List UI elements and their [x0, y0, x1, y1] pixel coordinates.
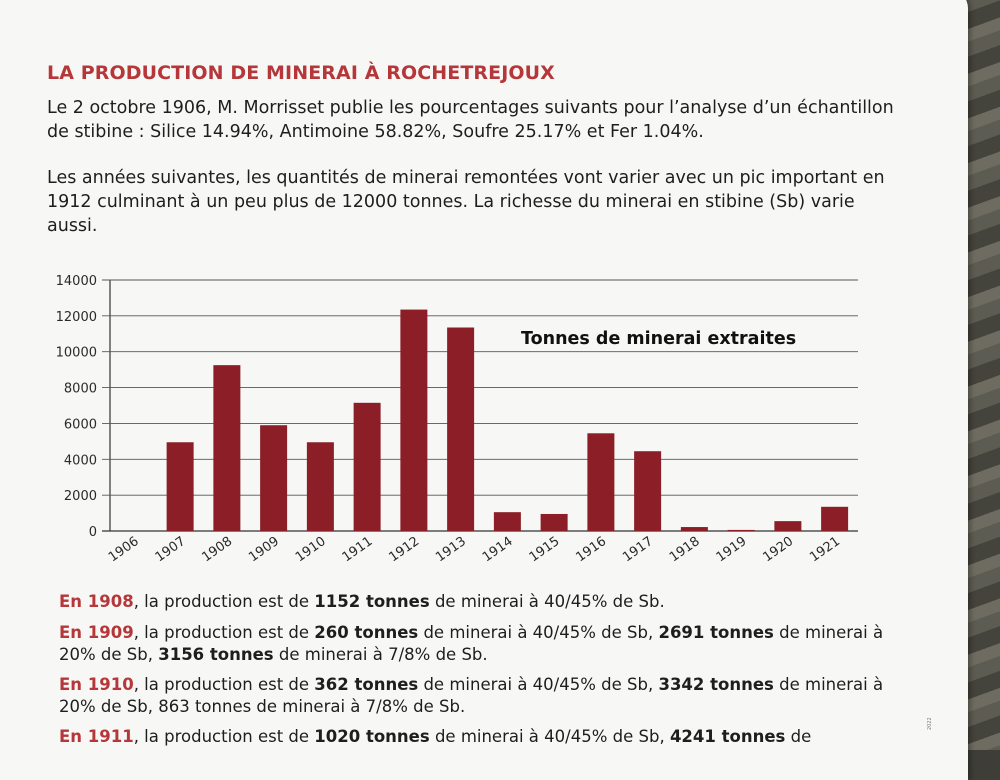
- note-1908: En 1908, la production est de 1152 tonne…: [59, 591, 899, 613]
- y-tick-label: 4000: [64, 453, 97, 468]
- intro-paragraph-1: Le 2 octobre 1906, M. Morrisset publie l…: [47, 98, 894, 142]
- bar-1913: [447, 327, 475, 531]
- note-text: , la production est de: [133, 592, 315, 611]
- note-text: , la production est de: [133, 727, 315, 746]
- panel-title: LA PRODUCTION DE MINERAI À ROCHETREJOUX: [47, 62, 555, 84]
- x-tick-label: 1915: [527, 534, 563, 565]
- bar-1918: [680, 527, 708, 531]
- x-tick-label: 1921: [807, 534, 843, 565]
- information-panel: LA PRODUCTION DE MINERAI À ROCHETREJOUX …: [0, 0, 968, 780]
- x-tick-label: 1919: [714, 534, 750, 565]
- note-text: de: [785, 727, 812, 746]
- bar-1908: [213, 365, 241, 531]
- note-year: En 1909: [59, 623, 134, 642]
- note-quantity: 3156 tonnes: [158, 645, 274, 664]
- bar-1912: [400, 309, 428, 531]
- bar-1910: [306, 442, 334, 531]
- note-1909: En 1909, la production est de 260 tonnes…: [59, 622, 899, 666]
- intro-paragraph-2: Les années suivantes, les quantités de m…: [47, 168, 885, 236]
- note-text: de minerai à 40/45% de Sb,: [429, 727, 670, 746]
- note-text: de minerai à 40/45% de Sb,: [418, 675, 659, 694]
- x-tick-label: 1914: [480, 534, 516, 565]
- note-quantity: 2691 tonnes: [658, 623, 774, 642]
- x-tick-label: 1920: [760, 534, 796, 565]
- note-quantity: 3342 tonnes: [658, 675, 774, 694]
- print-year-mark: 2022: [927, 717, 933, 730]
- note-quantity: 1152 tonnes: [314, 592, 430, 611]
- note-text: , la production est de: [133, 675, 315, 694]
- note-year: En 1908: [59, 592, 134, 611]
- chart-title: Tonnes de minerai extraites: [521, 329, 796, 349]
- y-tick-label: 12000: [56, 310, 97, 325]
- note-text: de minerai à 20% de Sb, 863 tonnes de mi…: [59, 675, 884, 716]
- note-quantity: 1020 tonnes: [314, 727, 430, 746]
- note-quantity: 362 tonnes: [314, 675, 419, 694]
- bar-1921: [821, 506, 849, 531]
- note-text: de minerai à 20% de Sb,: [59, 623, 884, 664]
- note-quantity: 260 tonnes: [314, 623, 419, 642]
- note-text: de minerai à 40/45% de Sb,: [418, 623, 659, 642]
- y-tick-label: 14000: [56, 274, 97, 289]
- x-tick-label: 1912: [386, 534, 422, 565]
- bar-1917: [634, 451, 662, 531]
- bar-1920: [774, 521, 802, 531]
- bar-1914: [493, 512, 521, 531]
- x-tick-label: 1909: [246, 534, 282, 565]
- note-text: de minerai à 7/8% de Sb.: [273, 645, 488, 664]
- x-tick-label: 1911: [340, 534, 376, 565]
- bar-1909: [260, 425, 288, 531]
- note-1910: En 1910, la production est de 362 tonnes…: [59, 674, 899, 718]
- y-tick-label: 2000: [64, 489, 97, 504]
- y-tick-label: 8000: [64, 382, 97, 397]
- x-tick-label: 1918: [667, 534, 703, 565]
- x-tick-label: 1906: [106, 534, 142, 565]
- x-tick-label: 1910: [293, 534, 329, 565]
- bar-1916: [587, 433, 615, 531]
- note-1911: En 1911, la production est de 1020 tonne…: [59, 726, 899, 748]
- note-quantity: 4241 tonnes: [669, 727, 786, 746]
- bar-1907: [166, 442, 194, 531]
- note-year: En 1911: [59, 727, 134, 746]
- x-tick-label: 1913: [433, 534, 469, 565]
- x-tick-label: 1916: [573, 534, 609, 565]
- note-text: de minerai à 40/45% de Sb.: [429, 592, 665, 611]
- x-tick-label: 1907: [153, 534, 189, 565]
- y-tick-label: 0: [89, 525, 97, 540]
- y-tick-label: 10000: [56, 346, 97, 361]
- bar-1915: [540, 513, 568, 531]
- production-bar-chart: 0 2000 4000 6000 8000 10000 12000 14000 1906 1907…: [56, 274, 858, 565]
- x-tick-label: 1917: [620, 534, 656, 565]
- bar-1919: [727, 529, 755, 531]
- y-tick-label: 6000: [64, 417, 97, 432]
- note-year: En 1910: [59, 675, 134, 694]
- x-tick-label: 1908: [199, 534, 235, 565]
- bar-1911: [353, 402, 381, 531]
- note-text: , la production est de: [133, 623, 315, 642]
